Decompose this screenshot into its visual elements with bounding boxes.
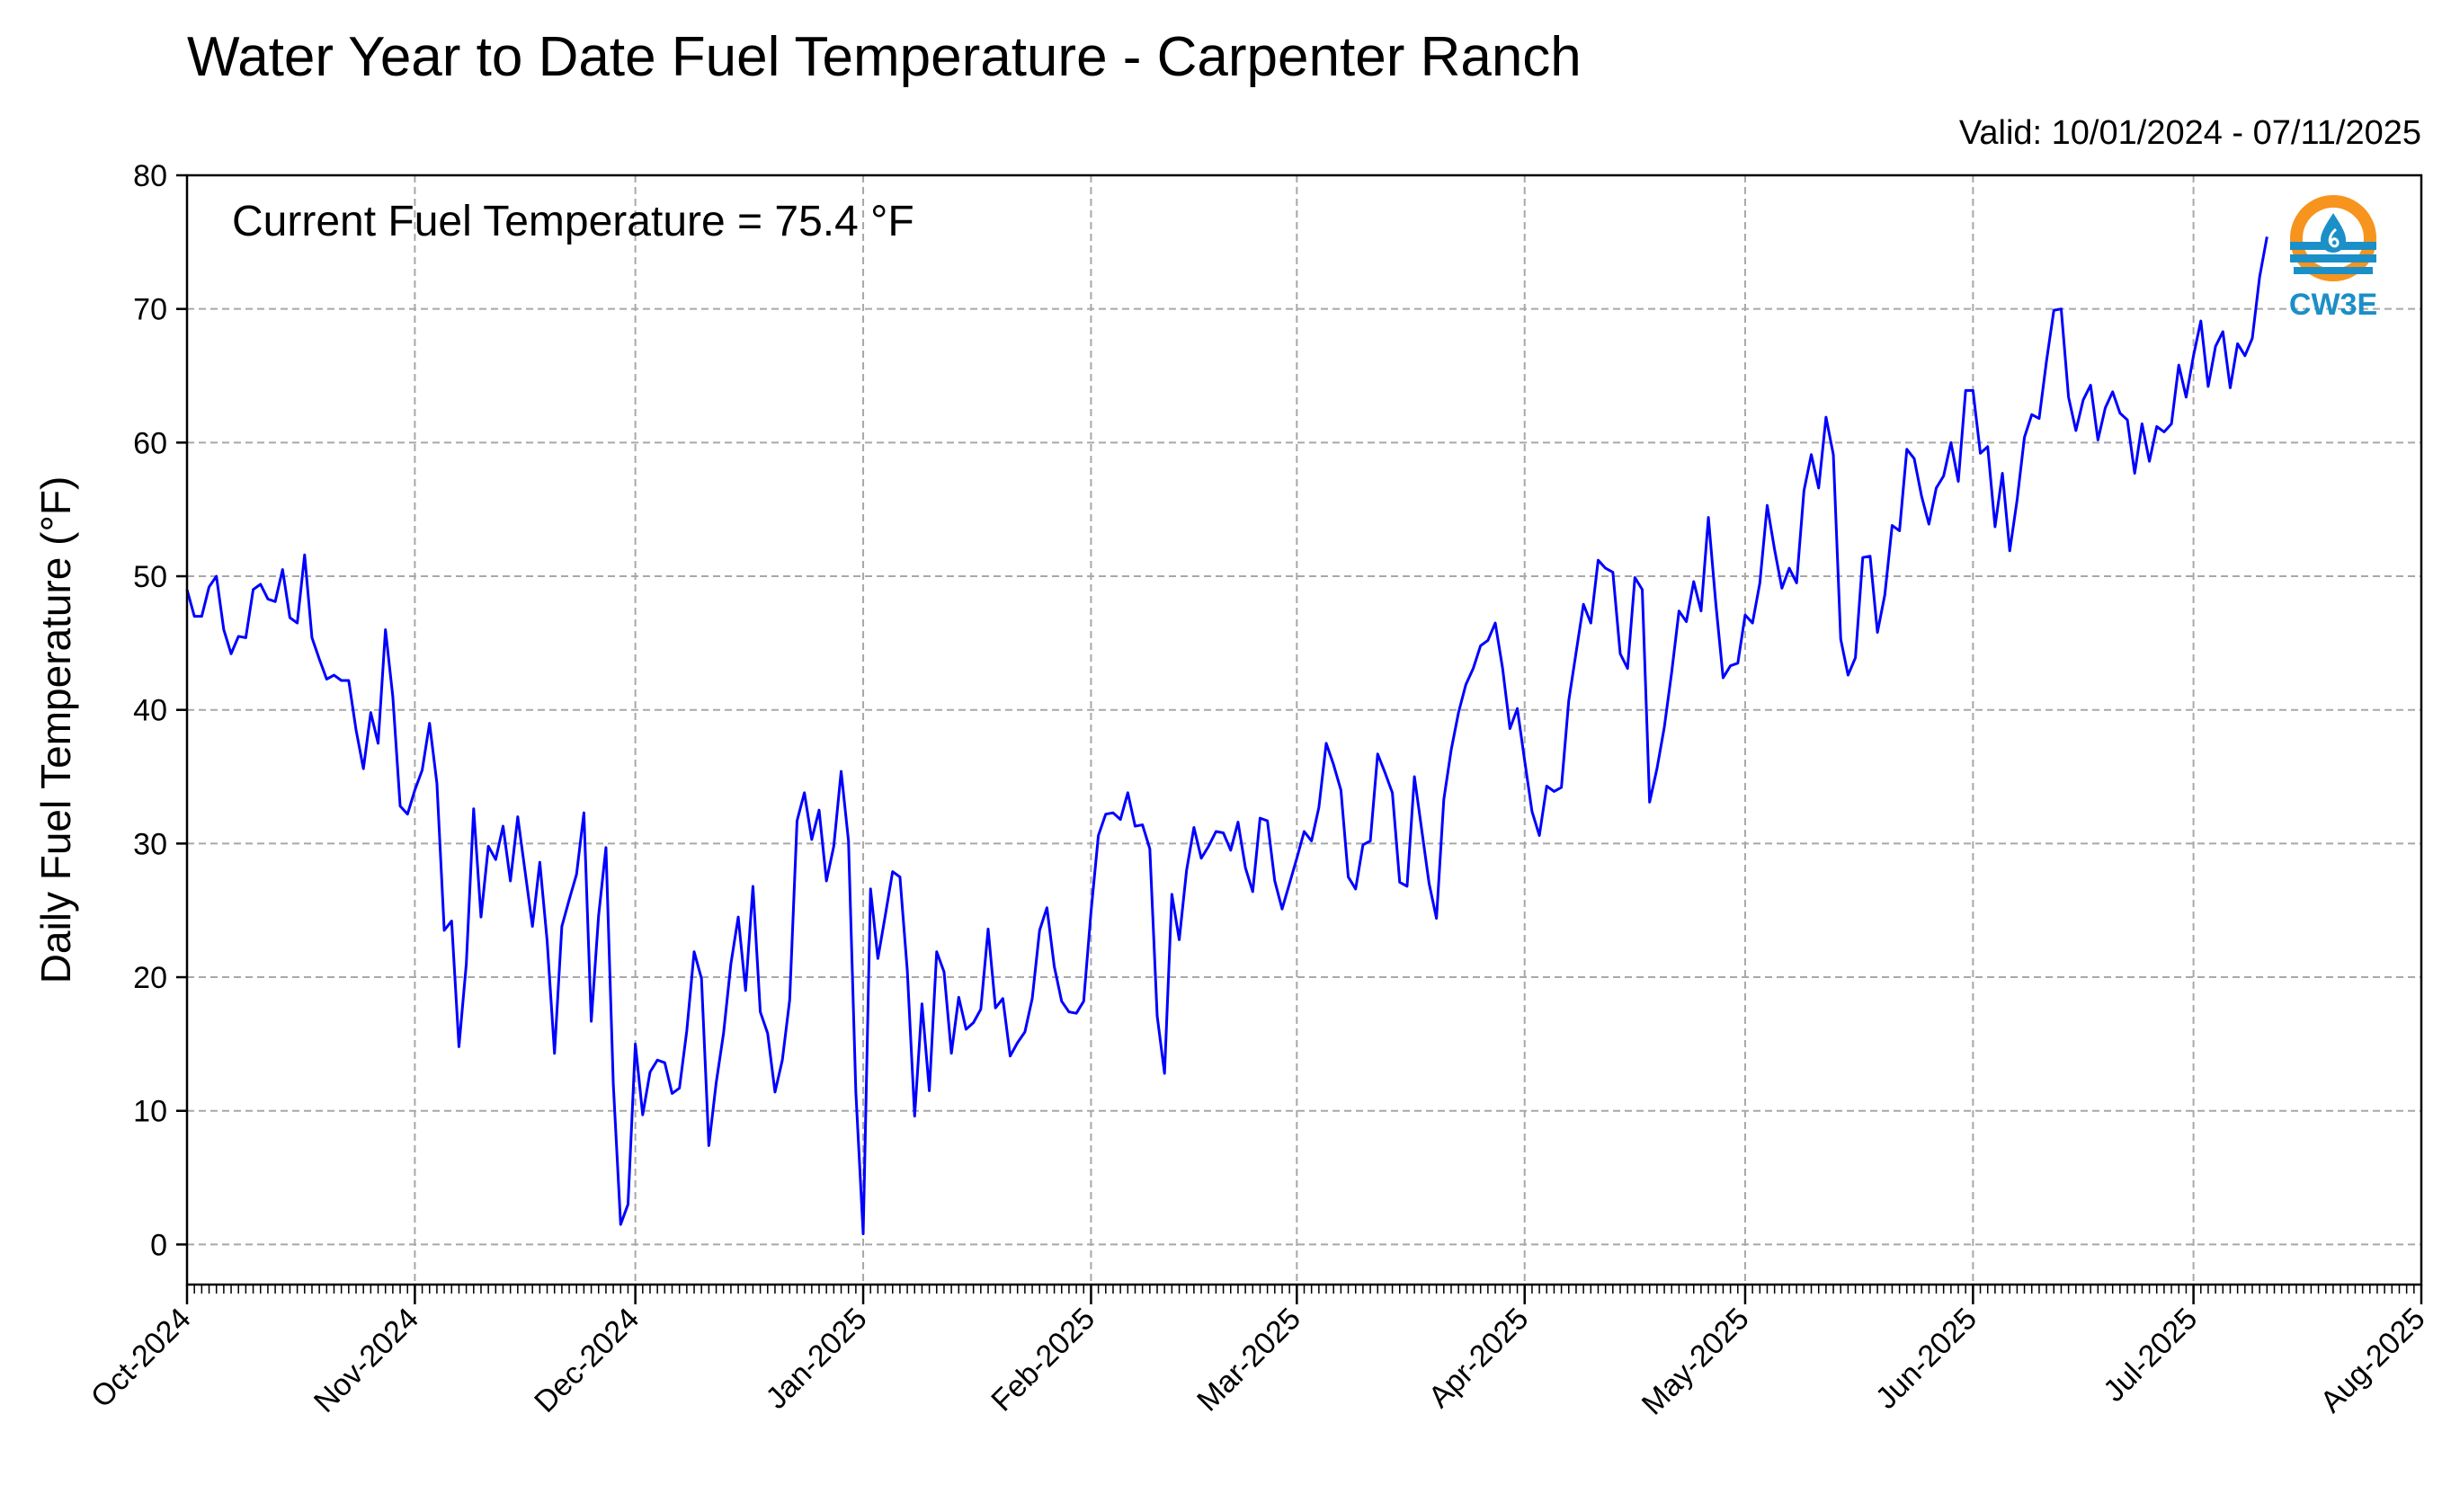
x-tick-label: Oct-2024 [85,1302,198,1415]
valid-date-range: Valid: 10/01/2024 - 07/11/2025 [1959,114,2421,152]
x-tick-label: Dec-2024 [528,1302,646,1419]
x-tick-label: Apr-2025 [1422,1302,1536,1415]
logo-wave-band-2 [2290,254,2376,262]
x-tick-label: Feb-2025 [985,1302,1101,1419]
x-tick-label: Nov-2024 [307,1302,425,1419]
x-tick-label: Jan-2025 [760,1302,874,1416]
y-tick-label: 30 [133,827,167,861]
drop-swirl-icon [2328,227,2340,248]
x-tick-label: Jun-2025 [1869,1302,1983,1416]
axis-ticks [176,173,2423,1304]
x-tick-label: May-2025 [1635,1302,1756,1422]
x-tick-label: Mar-2025 [1190,1302,1307,1419]
chart-title: Water Year to Date Fuel Temperature - Ca… [187,26,1582,88]
y-tick-label: 50 [133,560,167,594]
x-tick-label: Aug-2025 [2314,1302,2432,1419]
current-temperature-annotation: Current Fuel Temperature = 75.4 °F [232,198,914,245]
x-tick-label: Jul-2025 [2097,1302,2204,1409]
y-tick-labels: 0 10 20 30 40 50 60 70 80 [133,159,167,1262]
grid-lines [187,175,2421,1285]
y-tick-label: 70 [133,293,167,327]
y-tick-label: 10 [133,1095,167,1129]
y-tick-label: 40 [133,694,167,728]
y-tick-label: 20 [133,961,167,995]
fuel-temperature-series-line [185,236,2268,1235]
logo-text: CW3E [2289,288,2377,322]
y-axis-label: Daily Fuel Temperature (°F) [32,476,79,984]
y-tick-label: 60 [133,426,167,460]
plot-area-frame [185,173,2423,1286]
x-tick-labels: Oct-2024 Nov-2024 Dec-2024 Jan-2025 Feb-2025… [85,1302,2432,1422]
cw3e-logo: CW3E [2289,195,2377,322]
y-tick-label: 0 [150,1228,167,1262]
y-tick-label: 80 [133,159,167,193]
logo-wave-band-3 [2294,267,2373,274]
